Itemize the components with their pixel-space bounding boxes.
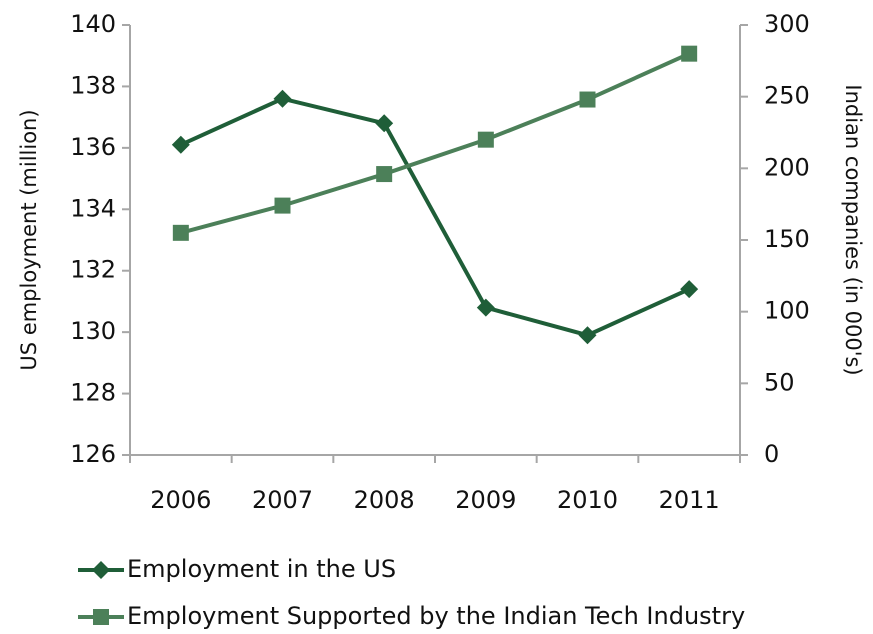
legend-marker [93,609,109,625]
point [376,166,393,183]
point [681,45,698,62]
y-tick-label: 126 [70,440,116,468]
y2-tick-label: 250 [764,82,810,110]
legend-label: Employment Supported by the Indian Tech … [127,602,745,630]
y-axis-label: US employment (million) [17,109,41,370]
line [180,51,690,235]
y-tick-label: 138 [70,71,116,99]
point [375,114,394,133]
y2-tick-label: 50 [764,368,795,396]
y2-tick-label: 300 [764,10,810,38]
y-tick-label: 128 [70,379,116,407]
y2-tick-label: 100 [764,297,810,325]
point [579,91,596,108]
y2-axis-label: Indian companies (in 000's) [841,84,865,375]
point [274,197,291,214]
x-tick-label: 2011 [659,486,720,514]
legend-marker [92,561,110,579]
point [578,326,597,345]
x-tick-label: 2008 [354,486,415,514]
y2-tick-label: 150 [764,225,810,253]
y-tick-label: 132 [70,256,116,284]
x-tick-label: 2006 [150,486,211,514]
y2-tick-label: 0 [764,440,779,468]
y-tick-label: 136 [70,133,116,161]
line [180,96,690,338]
x-tick-label: 2007 [252,486,313,514]
point [476,298,495,317]
y-tick-label: 140 [70,10,116,38]
y-tick-label: 130 [70,317,116,345]
x-tick-label: 2010 [557,486,618,514]
point [477,131,494,148]
point [680,280,699,299]
x-tick-label: 2009 [455,486,516,514]
legend-label: Employment in the US [127,555,396,583]
y2-tick-label: 200 [764,153,810,181]
point [273,89,292,108]
y-tick-label: 134 [70,194,116,222]
point [172,224,189,241]
point [171,135,190,154]
